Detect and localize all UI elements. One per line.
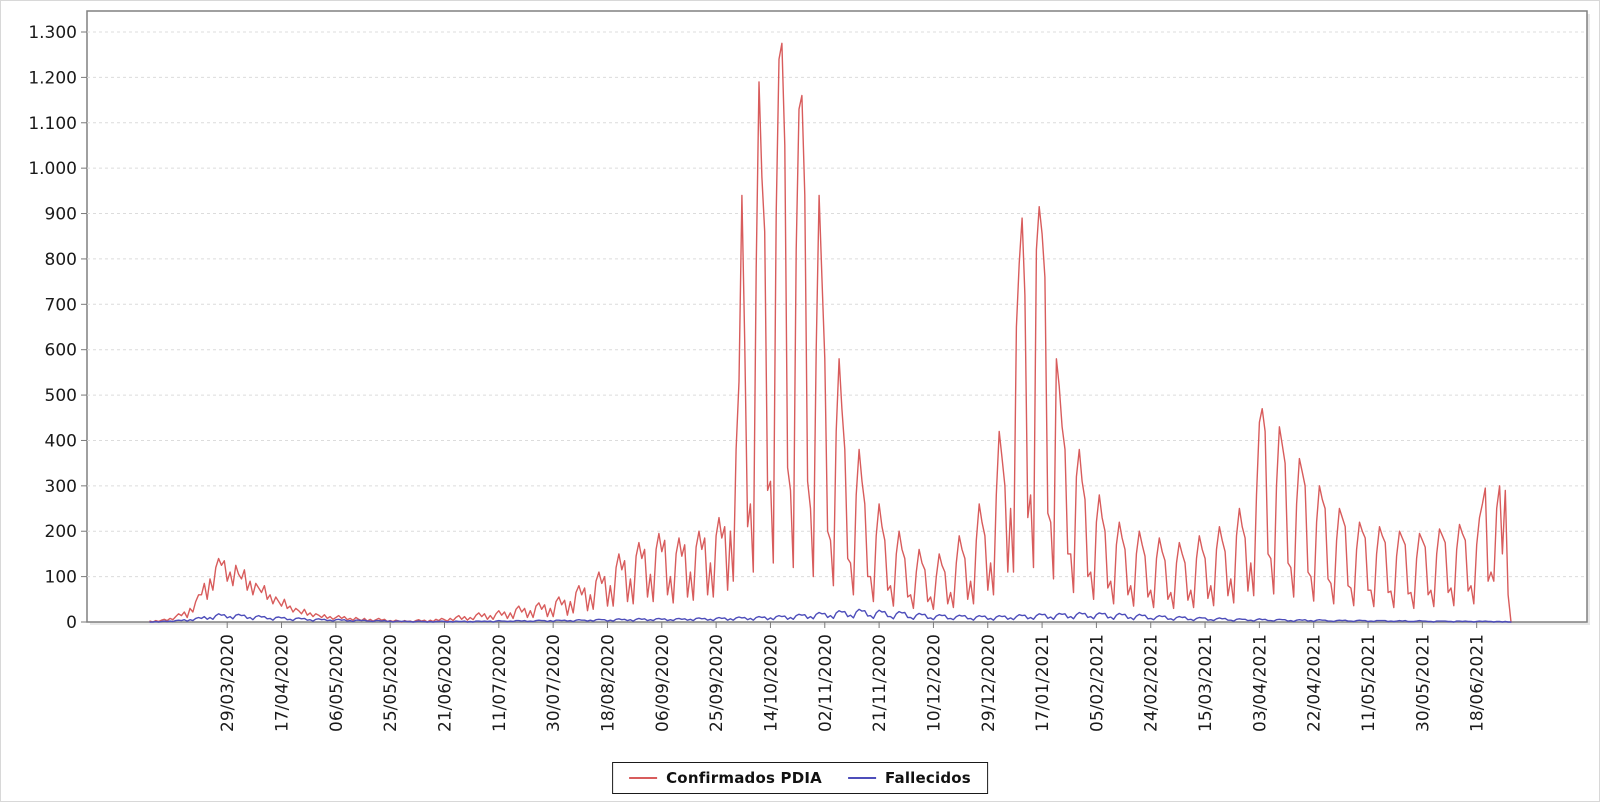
confirmados-line-swatch: [629, 777, 658, 779]
x-tick-label: 24/02/2021: [1142, 634, 1162, 732]
x-tick-label: 29/03/2020: [218, 634, 238, 732]
plot-area: [86, 10, 1588, 623]
x-tick-label: 30/07/2020: [544, 634, 564, 732]
x-tick-label: 05/02/2021: [1087, 634, 1107, 732]
x-tick-label: 25/05/2020: [381, 634, 401, 732]
series-confirmados-line: [149, 42, 1512, 623]
y-tick-label: 400: [45, 431, 77, 451]
y-tick-label: 0: [66, 613, 77, 633]
x-tick-label: 14/10/2020: [761, 634, 781, 732]
x-tick-label: 18/08/2020: [598, 634, 618, 732]
y-tick-label: 100: [45, 568, 77, 588]
y-tick-label: 200: [45, 522, 77, 542]
x-tick-label: 03/04/2021: [1250, 634, 1270, 732]
x-tick-label: 11/05/2021: [1359, 634, 1379, 732]
x-tick-label: 10/12/2020: [924, 634, 944, 732]
series-fallecidos-line: [149, 608, 1512, 623]
legend-item-confirmados: Confirmados PDIA: [629, 769, 822, 787]
y-tick-label: 300: [45, 477, 77, 497]
x-tick-label: 11/07/2020: [490, 634, 510, 732]
y-tick-label: 600: [45, 341, 77, 361]
x-tick-label: 21/06/2020: [436, 634, 456, 732]
y-tick-label: 900: [45, 205, 77, 225]
x-tick-label: 06/09/2020: [653, 634, 673, 732]
y-tick-label: 1.000: [28, 159, 77, 179]
x-tick-label: 30/05/2021: [1413, 634, 1433, 732]
y-tick-label: 1.300: [28, 23, 77, 43]
y-tick-label: 1.200: [28, 68, 77, 88]
y-tick-label: 500: [45, 386, 77, 406]
x-tick-label: 17/01/2021: [1033, 634, 1053, 732]
fallecidos-line-swatch: [847, 777, 876, 779]
y-tick-label: 1.100: [28, 114, 77, 134]
legend-label-confirmados: Confirmados PDIA: [666, 769, 822, 787]
legend-item-fallecidos: Fallecidos: [847, 769, 971, 787]
legend-label-fallecidos: Fallecidos: [884, 769, 971, 787]
x-tick-label: 15/03/2021: [1196, 634, 1216, 732]
x-tick-label: 06/05/2020: [327, 634, 347, 732]
y-tick-label: 700: [45, 295, 77, 315]
x-tick-label: 25/09/2020: [707, 634, 727, 732]
x-tick-label: 02/11/2020: [816, 634, 836, 732]
y-tick-label: 800: [45, 250, 77, 270]
x-tick-label: 22/04/2021: [1305, 634, 1325, 732]
x-tick-label: 21/11/2020: [870, 634, 890, 732]
x-tick-label: 17/04/2020: [273, 634, 293, 732]
legend: Confirmados PDIA Fallecidos: [612, 762, 988, 794]
x-tick-label: 18/06/2021: [1468, 634, 1488, 732]
x-tick-label: 29/12/2020: [979, 634, 999, 732]
